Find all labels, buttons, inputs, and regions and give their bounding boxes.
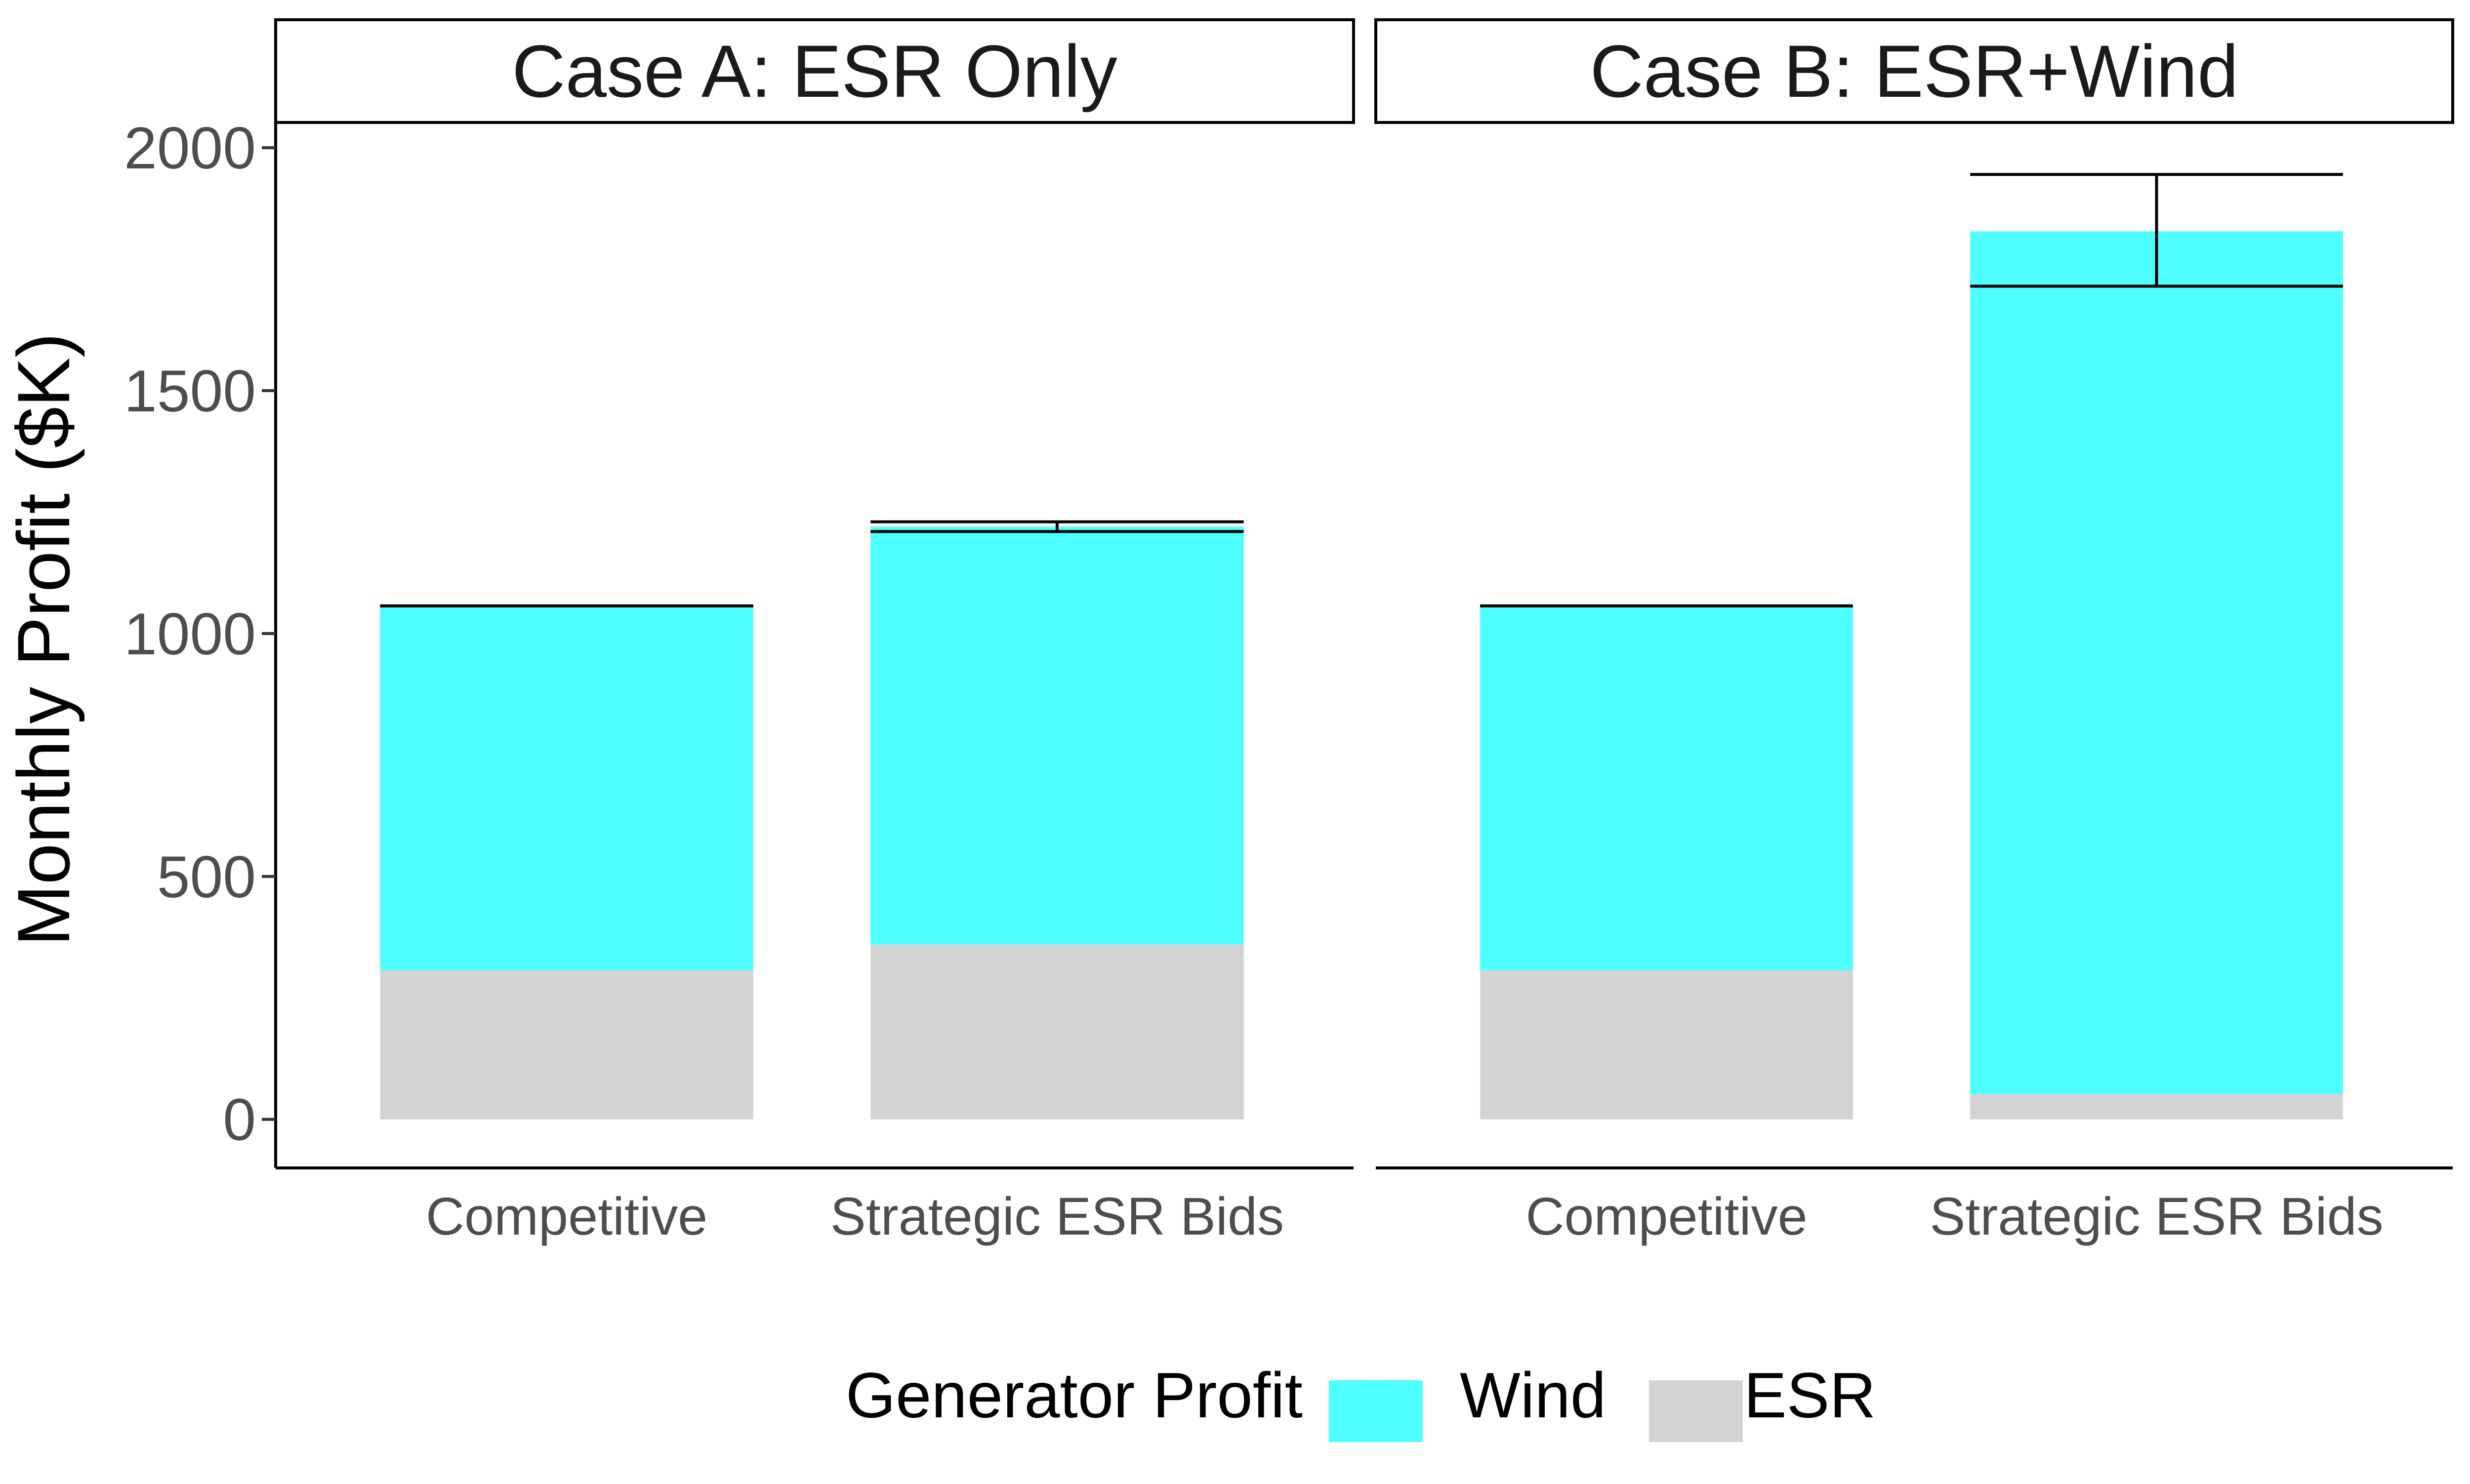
- y-tick-label: 0: [223, 1087, 256, 1153]
- panel-case-a-esr-only: Case A: ESR Only Competitive Strategic ESR…: [274, 18, 1355, 1246]
- y-axis-title: Monthly Profit ($K): [2, 333, 85, 946]
- error-bar-strategic-esr-bids: [870, 520, 1244, 533]
- error-bar-strategic-esr-bids: [1970, 173, 2343, 288]
- legend-key-wind: [1329, 1380, 1423, 1442]
- facet-strip: [274, 18, 1355, 124]
- x-tick-label-strategic-esr-bids: Strategic ESR Bids: [830, 1186, 1284, 1246]
- facet-strip-title: Case A: ESR Only: [512, 30, 1117, 113]
- y-axis: 0 500 1000 1500 2000: [124, 115, 277, 1168]
- facet-strip-title: Case B: ESR+Wind: [1590, 30, 2238, 113]
- legend: Generator Profit Wind ESR: [846, 1359, 1876, 1442]
- y-tick-label: 1500: [124, 358, 256, 424]
- bar-esr-competitive: [380, 970, 753, 1120]
- legend-title: Generator Profit: [846, 1359, 1303, 1431]
- legend-label-wind: Wind: [1460, 1359, 1606, 1431]
- x-tick-label-strategic-esr-bids: Strategic ESR Bids: [1930, 1186, 2383, 1246]
- y-tick-label: 500: [157, 844, 256, 910]
- bar-wind-strategic-esr-bids: [1970, 231, 2343, 1094]
- y-tick-label: 2000: [124, 115, 256, 181]
- y-tick-label: 1000: [124, 601, 256, 667]
- bar-wind-competitive: [380, 605, 753, 970]
- facet-strip: [1374, 18, 2454, 124]
- x-tick-label-competitive: Competitive: [1525, 1186, 1807, 1246]
- bar-esr-strategic-esr-bids: [1970, 1094, 2343, 1120]
- x-tick-label-competitive: Competitive: [426, 1186, 707, 1246]
- bar-esr-competitive: [1480, 970, 1853, 1120]
- legend-key-esr: [1649, 1380, 1743, 1442]
- bar-wind-strategic-esr-bids: [870, 526, 1244, 945]
- panel-case-b-esr-wind: Case B: ESR+Wind Competitive Strategic ESR…: [1374, 18, 2454, 1246]
- legend-label-esr: ESR: [1744, 1359, 1876, 1431]
- bar-esr-strategic-esr-bids: [870, 944, 1244, 1120]
- bar-wind-competitive: [1480, 605, 1853, 970]
